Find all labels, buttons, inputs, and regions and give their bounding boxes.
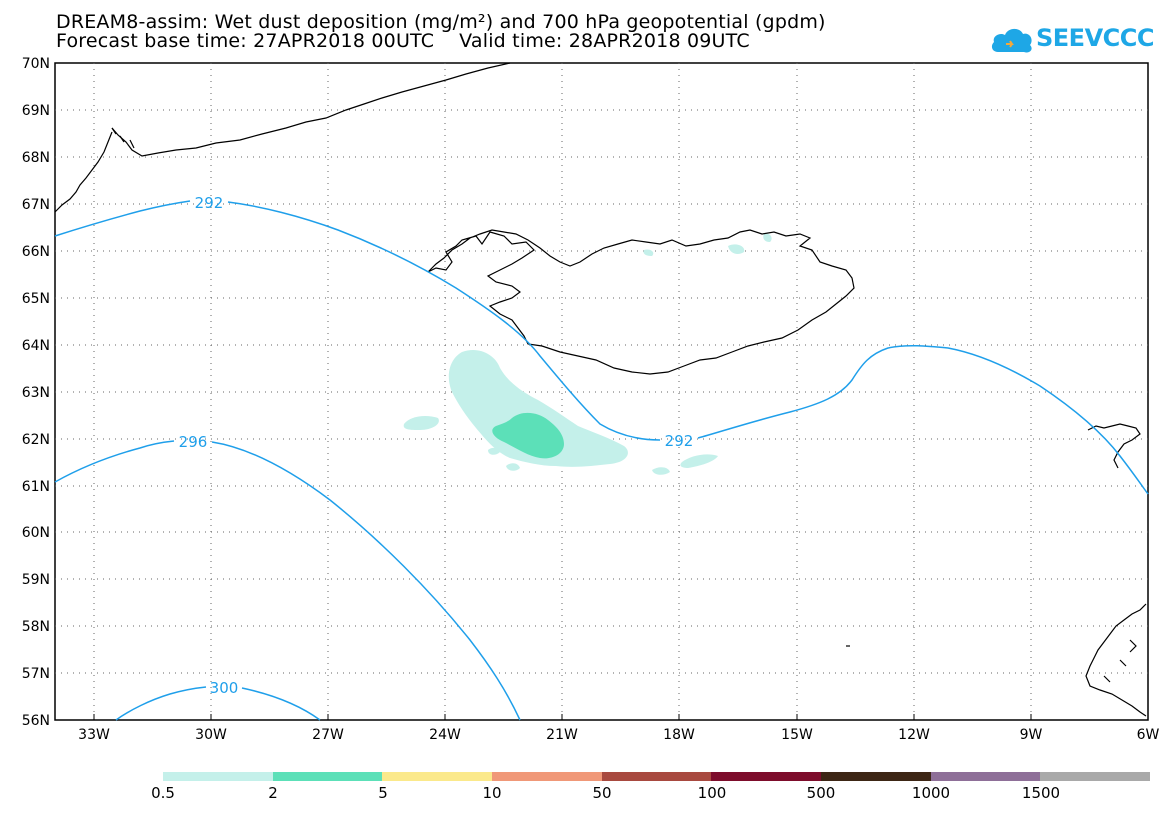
legend-label: 1500: [1021, 784, 1061, 802]
lat-label: 69N: [21, 103, 50, 119]
deposition-light-area: [652, 467, 670, 475]
chart-subtitle: Forecast base time: 27APR2018 00UTC Vali…: [56, 30, 750, 52]
lon-label: 33W: [78, 727, 110, 743]
greenland-coast: [111, 127, 135, 149]
legend-swatch: [163, 772, 273, 781]
lat-label: 62N: [21, 432, 50, 448]
contour-label: 292: [195, 194, 224, 212]
deposition-light-area: [448, 349, 628, 467]
lat-label: 63N: [21, 385, 50, 401]
deposition-light-area: [763, 233, 772, 242]
lat-label: 66N: [21, 244, 50, 260]
contour-labels: 292 296 300 292: [179, 194, 694, 697]
deposition-light-area: [494, 405, 503, 411]
legend-swatch: [382, 772, 493, 781]
logo-text: SEEVCCC: [1036, 24, 1155, 52]
deposition-light-area: [488, 447, 500, 455]
lon-label: 6W: [1136, 727, 1160, 743]
lat-label: 67N: [21, 197, 50, 213]
lon-label: 21W: [546, 727, 578, 743]
legend-swatch: [821, 772, 931, 781]
legend-label: 1000: [911, 784, 951, 802]
legend-swatch: [601, 772, 712, 781]
legend-label: 2: [268, 784, 278, 802]
greenland-coast: [111, 62, 511, 157]
lat-label: 61N: [21, 479, 50, 495]
legend-swatch: [1040, 772, 1151, 781]
lon-label: 15W: [781, 727, 813, 743]
lon-label: 18W: [663, 727, 695, 743]
lat-label: 70N: [21, 56, 50, 72]
graticule: [55, 63, 1148, 720]
contour-label: 296: [179, 433, 208, 451]
lat-label: 65N: [21, 291, 50, 307]
contour-300: [115, 686, 321, 721]
color-legend: [163, 772, 1151, 781]
deposition-light-area: [403, 416, 439, 430]
legend-label: 500: [806, 784, 836, 802]
contour-296: [54, 440, 521, 721]
lat-label: 57N: [21, 666, 50, 682]
lon-label: 24W: [429, 727, 461, 743]
lat-label: 58N: [21, 619, 50, 635]
legend-swatch: [711, 772, 822, 781]
lat-label: 56N: [21, 713, 50, 729]
lat-label: 59N: [21, 572, 50, 588]
scotland-coast: [1087, 423, 1141, 469]
lat-label: 68N: [21, 150, 50, 166]
scotland-coast: [1103, 639, 1137, 683]
legend-swatch: [272, 772, 383, 781]
dust-deposition-field: [403, 233, 772, 475]
deposition-light-area: [680, 454, 718, 468]
deposition-light-area: [728, 244, 745, 254]
cloud-icon: [991, 28, 1032, 53]
deposition-medium-area: [492, 412, 564, 459]
legend-label: 100: [697, 784, 727, 802]
axis-ticks: [93, 714, 1032, 720]
legend-label: 0.5: [151, 784, 175, 802]
contour-292-north: [54, 200, 1149, 495]
lon-label: 30W: [195, 727, 227, 743]
legend-label: 5: [378, 784, 388, 802]
legend-label: 50: [592, 784, 612, 802]
legend-swatch: [930, 772, 1041, 781]
contour-label: 292: [665, 432, 694, 450]
coastlines: [54, 62, 1147, 717]
lon-label: 12W: [898, 727, 930, 743]
deposition-light-area: [506, 463, 520, 471]
geopotential-contours: [54, 200, 1149, 721]
iceland-coast: [427, 229, 855, 375]
contour-label: 300: [210, 679, 239, 697]
chart-title: DREAM8-assim: Wet dust deposition (mg/m²…: [56, 11, 826, 33]
lon-label: 27W: [312, 727, 344, 743]
scotland-coast: [1085, 603, 1147, 717]
legend-label: 10: [482, 784, 502, 802]
legend-swatch: [492, 772, 602, 781]
lat-label: 64N: [21, 338, 50, 354]
lon-label: 9W: [1019, 727, 1043, 743]
deposition-light-area: [643, 249, 654, 256]
greenland-coast: [54, 131, 113, 213]
lat-label: 60N: [21, 525, 50, 541]
